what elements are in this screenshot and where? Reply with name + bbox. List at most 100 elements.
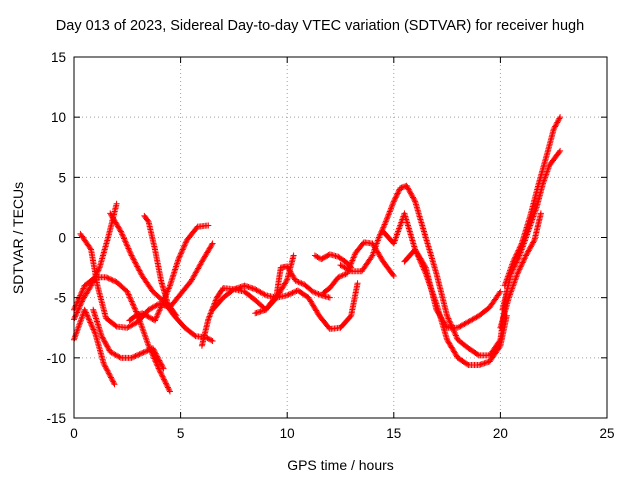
data-point-arc-6 — [156, 307, 163, 314]
data-point-arc-3 — [71, 335, 78, 342]
data-point-arc-14 — [394, 190, 401, 197]
data-point-arc-14 — [405, 186, 412, 193]
data-point-arc-2 — [77, 292, 84, 299]
data-point-arc-18 — [556, 149, 563, 156]
data-point-arc-3 — [75, 324, 82, 331]
data-point-arc-2 — [127, 295, 134, 302]
data-point-arc-4 — [87, 245, 94, 252]
data-point-arc-14 — [346, 267, 353, 274]
data-point-arc-5 — [122, 239, 129, 246]
data-point-arc-2 — [79, 286, 86, 293]
data-point-arc-6 — [181, 242, 188, 249]
data-point-arc-8 — [103, 342, 110, 349]
data-point-arc-19 — [515, 267, 522, 274]
data-point-arc-2 — [128, 297, 135, 304]
data-point-arc-3 — [105, 370, 112, 377]
data-point-arc-2 — [79, 288, 86, 295]
data-point-arc-14 — [381, 221, 388, 228]
data-point-arc-19 — [520, 258, 527, 265]
data-point-arc-2 — [78, 289, 85, 296]
data-point-arc-3 — [86, 318, 93, 325]
data-point-arc-14 — [407, 189, 414, 196]
data-point-arc-2 — [160, 376, 167, 383]
x-axis-label: GPS time / hours — [287, 457, 394, 473]
data-point-arc-6 — [144, 313, 151, 320]
data-point-arc-5 — [126, 248, 133, 255]
data-point-arc-9 — [207, 310, 214, 317]
data-point-arc-3 — [82, 309, 89, 316]
data-point-arc-14 — [445, 315, 452, 322]
data-point-arc-14 — [390, 199, 397, 206]
data-point-arc-18 — [508, 269, 515, 276]
data-point-arc-5 — [135, 266, 142, 273]
data-point-arc-1 — [113, 200, 120, 207]
data-point-arc-19 — [508, 287, 515, 294]
data-point-arc-14 — [386, 208, 393, 215]
data-point-arc-19 — [509, 284, 516, 291]
data-point-arc-14 — [391, 197, 398, 204]
data-point-arc-15 — [396, 225, 403, 232]
data-point-arc-14 — [392, 195, 399, 202]
data-point-arc-2 — [74, 299, 81, 306]
data-point-arc-18 — [541, 177, 548, 184]
data-point-arc-8 — [133, 352, 140, 359]
data-point-arc-11 — [296, 279, 303, 286]
data-point-arc-19 — [530, 238, 537, 245]
data-point-arc-2 — [144, 338, 151, 345]
data-point-arc-19 — [527, 244, 534, 251]
data-point-arc-14 — [395, 189, 402, 196]
data-point-arc-5 — [136, 267, 143, 274]
data-point-arc-11 — [292, 277, 299, 284]
data-point-arc-6 — [165, 287, 172, 294]
data-point-arc-6 — [157, 305, 164, 312]
data-point-arc-2 — [158, 372, 165, 379]
x-tick-label: 25 — [599, 426, 614, 441]
data-point-arc-3 — [89, 325, 96, 332]
data-point-arc-16 — [496, 289, 503, 296]
data-point-arc-19 — [511, 279, 518, 286]
data-point-arc-2 — [131, 304, 138, 311]
data-point-arc-19 — [522, 252, 529, 259]
data-point-arc-14 — [410, 195, 417, 202]
data-point-arc-1 — [71, 314, 78, 321]
data-point-arc-14 — [446, 318, 453, 325]
x-tick-label: 10 — [280, 426, 295, 441]
data-point-arc-5 — [118, 229, 125, 236]
data-point-arc-5 — [137, 270, 144, 277]
data-point-arc-5 — [137, 268, 144, 275]
data-point-arc-2 — [162, 380, 169, 387]
data-point-arc-17 — [553, 120, 560, 127]
data-point-arc-14 — [384, 214, 391, 221]
data-point-arc-3 — [74, 327, 81, 334]
data-point-arc-13 — [349, 255, 356, 262]
data-point-arc-3 — [76, 320, 83, 327]
data-point-arc-8 — [151, 347, 158, 354]
data-point-arc-18 — [513, 259, 520, 266]
data-point-arc-14 — [383, 215, 390, 222]
data-point-arc-3 — [87, 319, 94, 326]
data-point-arc-5 — [205, 335, 212, 342]
data-point-arc-19 — [516, 266, 523, 273]
data-point-arc-8 — [153, 352, 160, 359]
data-point-arc-2 — [139, 326, 146, 333]
data-point-arc-7 — [144, 217, 151, 224]
data-point-arc-19 — [523, 251, 530, 258]
data-point-arc-5 — [131, 258, 138, 265]
data-point-arc-1 — [74, 309, 81, 316]
data-point-arc-5 — [133, 262, 140, 269]
data-point-arc-15 — [496, 344, 503, 351]
data-point-arc-5 — [123, 241, 130, 248]
data-point-arc-10 — [289, 289, 296, 296]
data-point-arc-14 — [385, 212, 392, 219]
data-point-arc-13 — [335, 274, 342, 281]
data-point-arc-18 — [515, 253, 522, 260]
data-point-arc-2 — [74, 298, 81, 305]
data-point-arc-2 — [142, 335, 149, 342]
data-point-arc-5 — [129, 255, 136, 262]
data-point-arc-5 — [120, 234, 127, 241]
data-point-arc-3 — [78, 314, 85, 321]
data-point-arc-17 — [556, 115, 563, 122]
data-point-arc-11 — [272, 293, 279, 300]
data-point-arc-3 — [88, 322, 95, 329]
data-point-arc-15 — [395, 228, 402, 235]
